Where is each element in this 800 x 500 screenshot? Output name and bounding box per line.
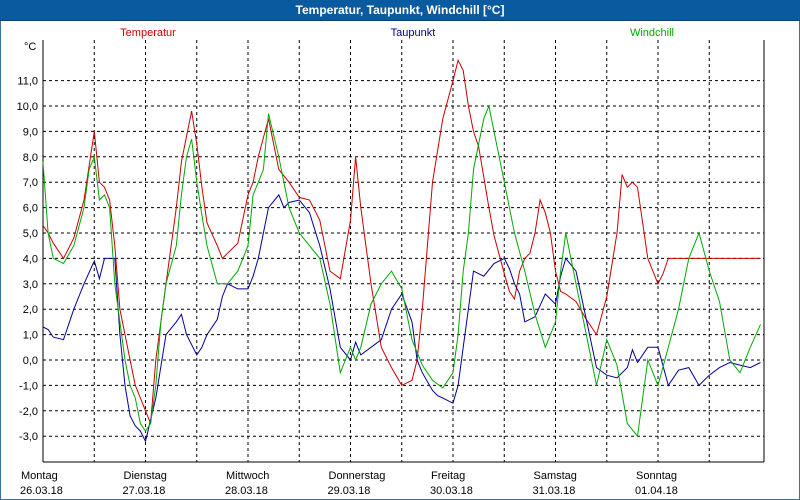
day-date-label: 30.03.18 <box>430 485 473 497</box>
day-name-label: Donnerstag <box>329 470 386 482</box>
y-tick-label: 6,0 <box>23 203 38 215</box>
series-line-windchill <box>42 104 761 438</box>
legend-windchill: Windchill <box>630 27 674 39</box>
day-name-label: Sonntag <box>636 470 677 482</box>
grid <box>43 40 764 462</box>
y-tick-label: 5,0 <box>23 228 38 240</box>
day-name-label: Mittwoch <box>226 470 269 482</box>
y-tick-label: 0,0 <box>23 355 38 367</box>
window-title: Temperatur, Taupunkt, Windchill [°C] <box>295 3 505 17</box>
y-tick-label: 2,0 <box>23 304 38 316</box>
day-name-label: Montag <box>21 470 58 482</box>
series-line-temperatur <box>42 58 761 424</box>
day-name-label: Samstag <box>534 470 577 482</box>
y-tick-label: 7,0 <box>23 177 38 189</box>
day-date-label: 26.03.18 <box>20 485 63 497</box>
day-name-label: Freitag <box>431 470 465 482</box>
axis-labels: -3,0 -2,0 -1,0 0,0 1,0 2,0 3,0 4,0 5,0 6,0 7,0 8,0 9… <box>17 41 678 497</box>
title-bar: Temperatur, Taupunkt, Windchill [°C] <box>0 0 800 21</box>
day-date-label: 27.03.18 <box>123 485 166 497</box>
legend-temperatur: Temperatur <box>120 27 176 39</box>
y-tick-label: -1,0 <box>19 380 38 392</box>
y-tick-label: 9,0 <box>23 126 38 138</box>
legend: Temperatur Taupunkt Windchill <box>120 27 674 39</box>
legend-taupunkt: Taupunkt <box>391 27 436 39</box>
day-date-label: 01.04.18 <box>635 485 678 497</box>
axes <box>42 40 765 463</box>
y-tick-label: -2,0 <box>19 406 38 418</box>
y-tick-label: 1,0 <box>23 330 38 342</box>
y-axis-unit: °C <box>24 41 36 53</box>
series-line-taupunkt <box>42 193 761 443</box>
day-name-label: Dienstag <box>124 470 167 482</box>
y-tick-label: 8,0 <box>23 152 38 164</box>
y-tick-label: 4,0 <box>23 253 38 265</box>
day-date-label: 31.03.18 <box>533 485 576 497</box>
day-date-label: 28.03.18 <box>225 485 268 497</box>
y-tick-label: -3,0 <box>19 431 38 443</box>
y-tick-label: 3,0 <box>23 279 38 291</box>
day-date-label: 29.03.18 <box>328 485 371 497</box>
y-tick-label: 10,0 <box>17 101 38 113</box>
series <box>42 58 761 443</box>
y-tick-label: 11,0 <box>17 76 38 88</box>
